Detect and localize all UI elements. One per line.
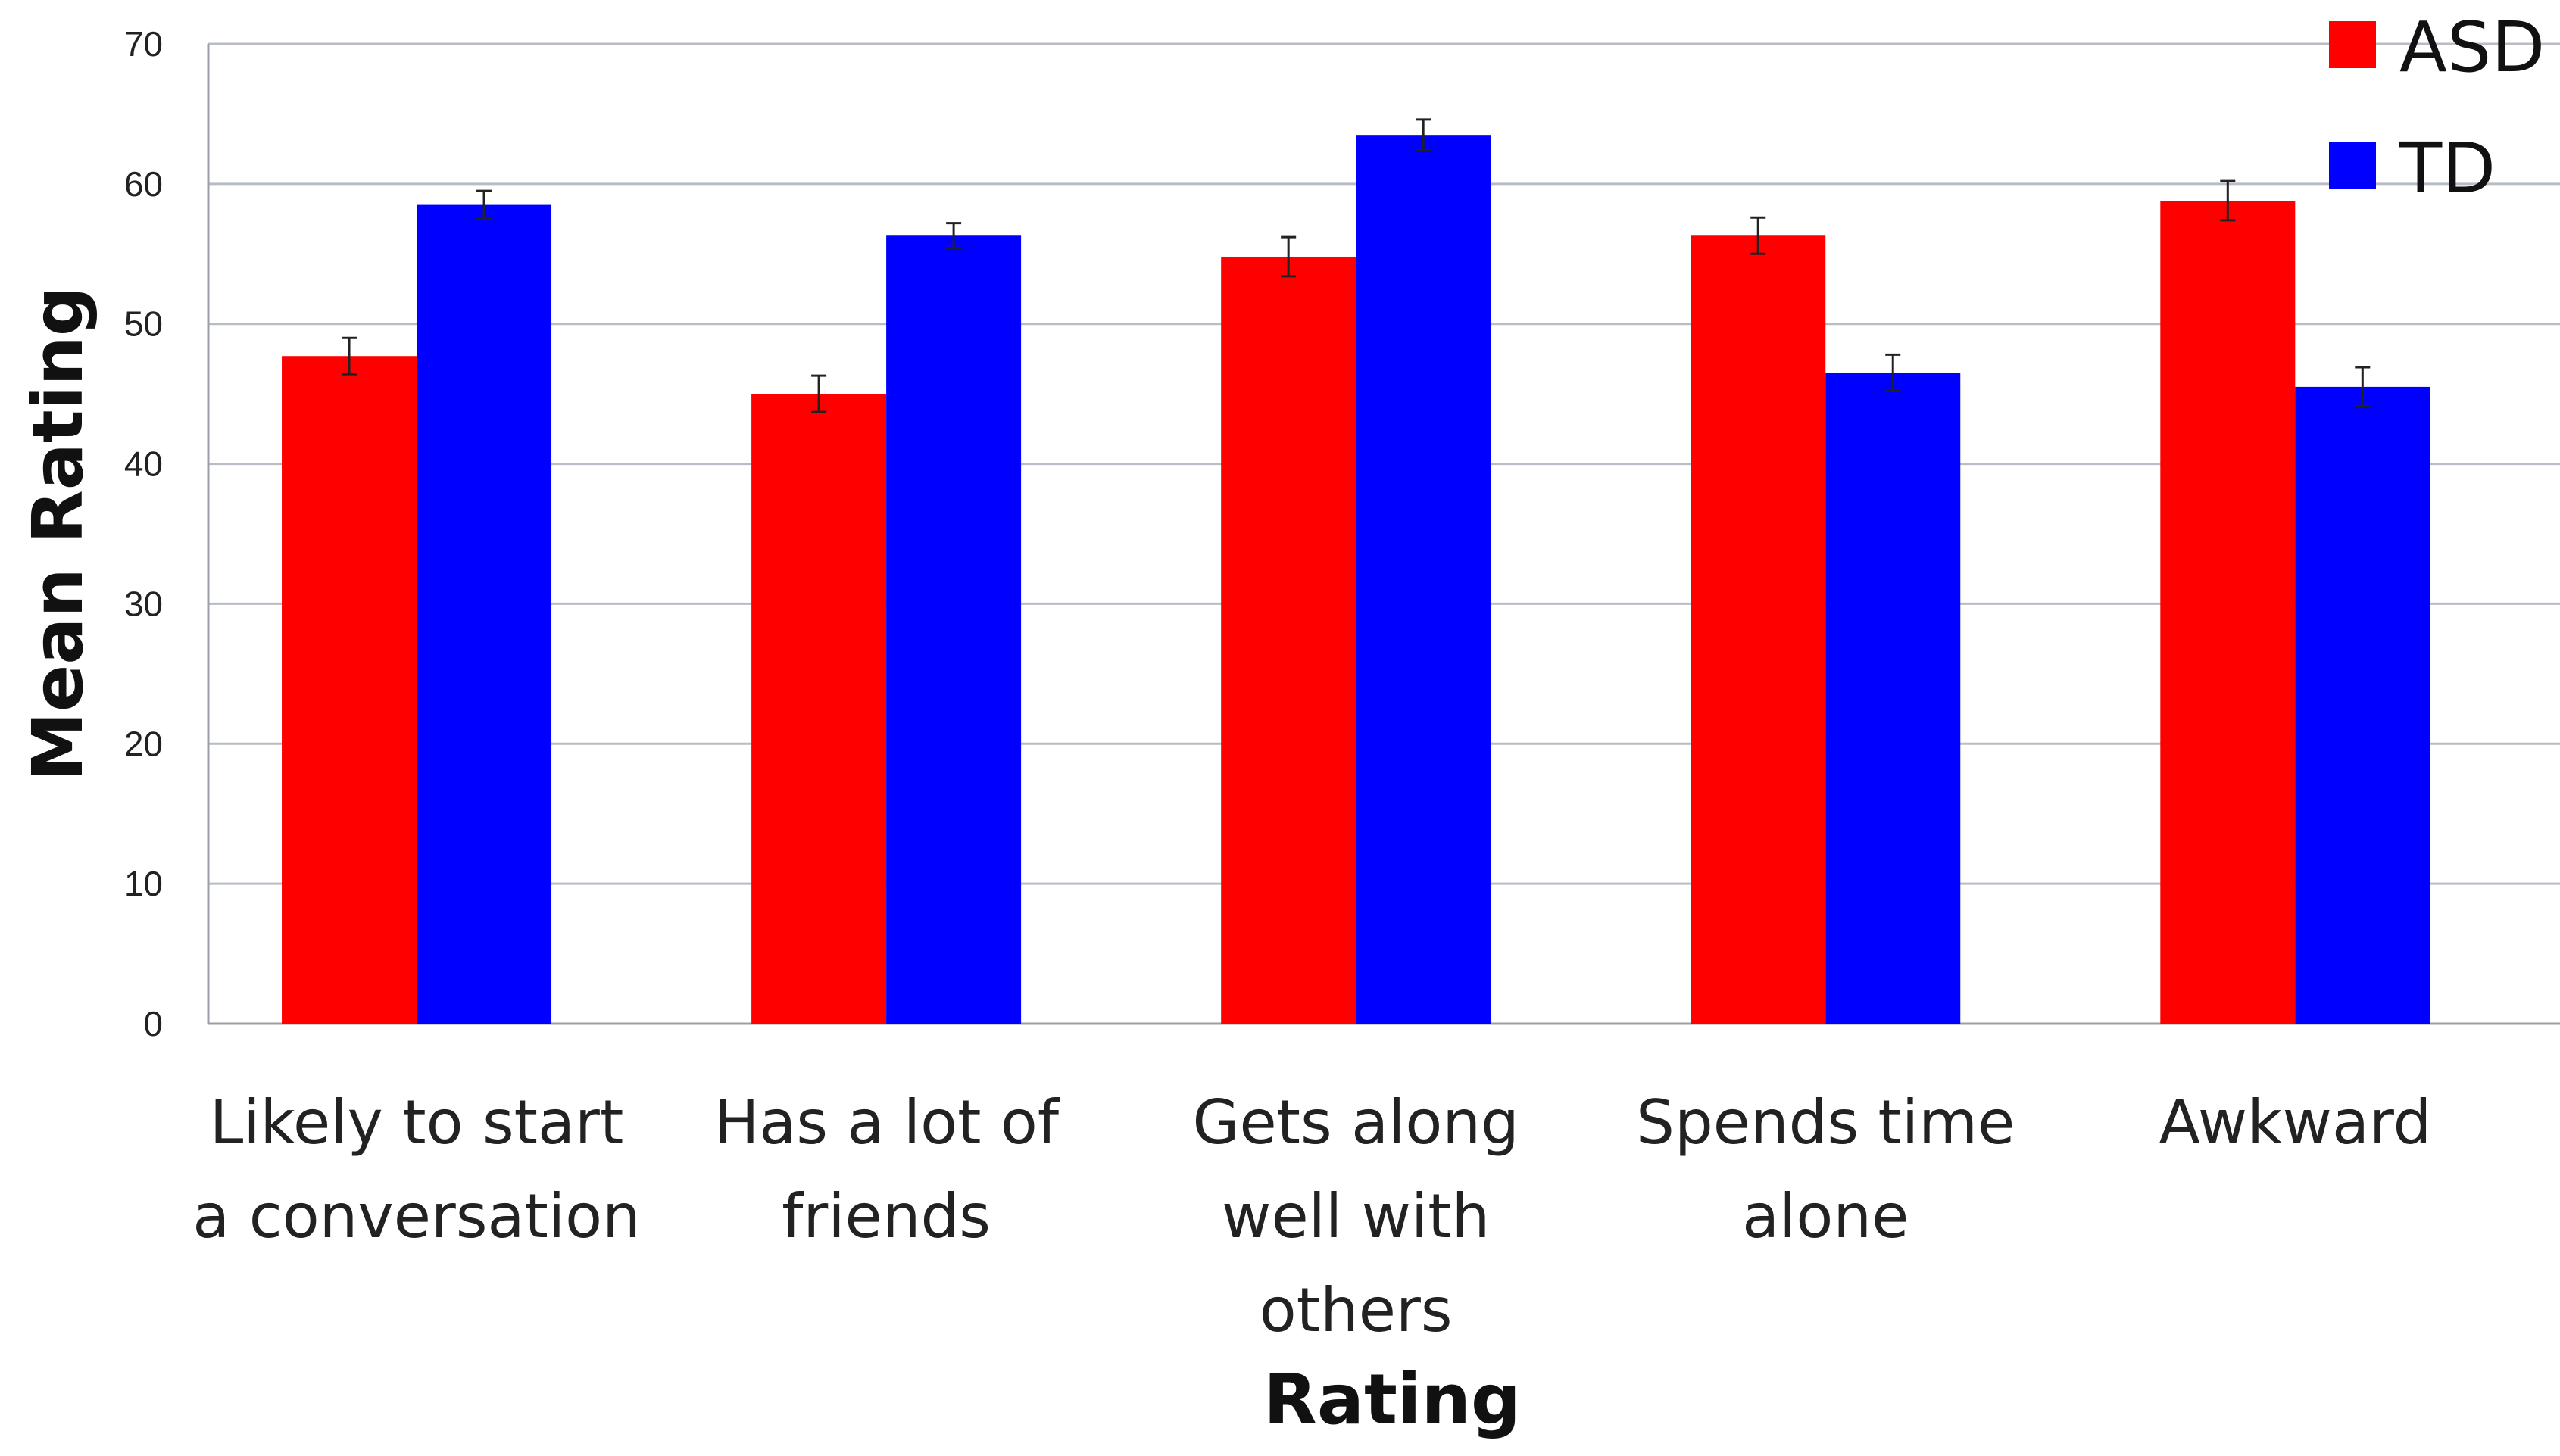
bar-asd-2	[1221, 256, 1356, 1024]
y-tick-label: 70	[124, 24, 163, 64]
x-category-label-0: Likely to start a conversation	[192, 1087, 640, 1252]
y-tick-label: 40	[124, 444, 163, 484]
x-category-label-line: well with	[1222, 1181, 1490, 1252]
x-category-label-line: Has a lot of	[713, 1087, 1060, 1158]
x-category-label-line: Likely to start	[210, 1087, 624, 1158]
error-bars	[342, 118, 2371, 413]
legend: ASD TD	[2329, 7, 2545, 209]
x-category-label-line: others	[1260, 1275, 1453, 1345]
x-category-label-line: Gets along	[1192, 1087, 1519, 1158]
y-tick-label: 20	[124, 724, 163, 763]
bar-td-1	[886, 235, 1022, 1024]
x-category-label-line: Spends time	[1636, 1087, 2015, 1158]
y-tick-label: 30	[124, 584, 163, 623]
bar-td-2	[1356, 135, 1491, 1024]
y-axis-title: Mean Rating	[17, 286, 98, 781]
y-tick-label: 50	[124, 304, 163, 344]
bar-td-4	[2295, 386, 2430, 1024]
x-category-label-line: friends	[782, 1181, 991, 1252]
x-category-label-2: Gets along well with others	[1192, 1087, 1519, 1345]
x-category-labels: Likely to start a conversation Has a lot o…	[192, 1087, 2431, 1345]
bar-asd-3	[1691, 235, 1826, 1024]
legend-swatch-td	[2329, 142, 2376, 189]
x-category-label-3: Spends time alone	[1636, 1087, 2015, 1252]
x-category-label-4: Awkward	[2159, 1087, 2431, 1158]
x-axis-title: Rating	[1263, 1359, 1521, 1440]
legend-label-asd: ASD	[2399, 7, 2545, 88]
y-tick-labels: 0 10 20 30 40 50 60 70	[124, 24, 163, 1043]
x-category-label-line: a conversation	[192, 1181, 640, 1252]
bar-td-0	[417, 204, 552, 1024]
x-category-label-line: alone	[1742, 1181, 1909, 1252]
legend-swatch-asd	[2329, 21, 2376, 68]
y-tick-label: 0	[143, 1004, 163, 1043]
legend-label-td: TD	[2399, 128, 2496, 209]
bar-td-3	[1825, 373, 1961, 1024]
y-tick-label: 60	[124, 164, 163, 204]
bar-asd-4	[2160, 201, 2296, 1024]
bar-asd-1	[751, 394, 887, 1024]
x-category-label-1: Has a lot of friends	[713, 1087, 1060, 1252]
x-category-label-line: Awkward	[2159, 1087, 2431, 1158]
bars	[282, 135, 2430, 1024]
bar-asd-0	[282, 356, 417, 1024]
y-tick-label: 10	[124, 864, 163, 903]
